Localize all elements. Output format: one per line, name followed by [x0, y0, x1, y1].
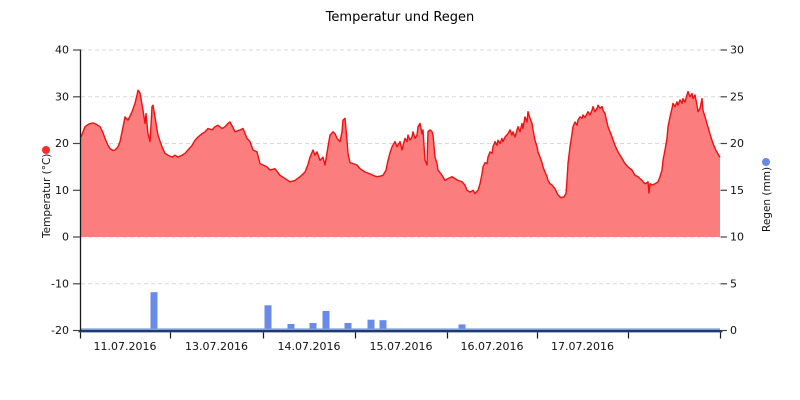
- left-tick-label: -20: [51, 324, 69, 337]
- x-tick-label: 11.07.2016: [94, 340, 157, 353]
- rain-bar: [150, 292, 158, 331]
- chart-title: Temperatur und Regen: [325, 10, 475, 25]
- x-tick-label: 16.07.2016: [461, 340, 524, 353]
- left-tick-label: 10: [55, 184, 69, 197]
- rain-bar: [379, 320, 387, 331]
- left-tick-label: 20: [55, 137, 69, 150]
- series-layer: [80, 89, 721, 331]
- rain-bar: [309, 323, 317, 331]
- x-tick-label: 15.07.2016: [370, 340, 433, 353]
- left-tick-label: 40: [55, 44, 69, 57]
- left-tick-label: 0: [62, 231, 69, 244]
- right-tick-label: 15: [730, 184, 744, 197]
- x-tick-label: 14.07.2016: [278, 340, 341, 353]
- right-axis-title: Regen (mm): [761, 167, 773, 232]
- rain-bar: [264, 305, 272, 331]
- temperature-legend-dot-icon: [42, 146, 50, 154]
- right-tick-label: 25: [730, 91, 744, 104]
- rain-bar: [367, 319, 375, 331]
- rain-bar: [322, 310, 330, 331]
- temperature-line: [80, 89, 721, 199]
- rain-bar: [287, 324, 295, 331]
- temperature-area: [81, 90, 720, 237]
- left-tick-label: -10: [51, 277, 69, 290]
- right-tick-label: 5: [730, 277, 737, 290]
- right-tick-label: 0: [730, 324, 737, 337]
- rain-legend-dot-icon: [762, 158, 770, 166]
- right-tick-label: 10: [730, 231, 744, 244]
- x-tick-label: 17.07.2016: [551, 340, 614, 353]
- x-tick-label: 13.07.2016: [185, 340, 248, 353]
- left-axis-title: Temperatur (°C): [41, 154, 53, 239]
- tick-labels: 40 30 20 10 0 -10 -20 30 25 20 15 10 5 0 11.07.2016 13.…: [51, 44, 744, 353]
- rain-bar: [458, 324, 466, 331]
- left-tick-label: 30: [55, 91, 69, 104]
- right-tick-label: 30: [730, 44, 744, 57]
- axis-layer: [73, 49, 727, 339]
- right-tick-label: 20: [730, 137, 744, 150]
- rain-bar: [344, 323, 352, 331]
